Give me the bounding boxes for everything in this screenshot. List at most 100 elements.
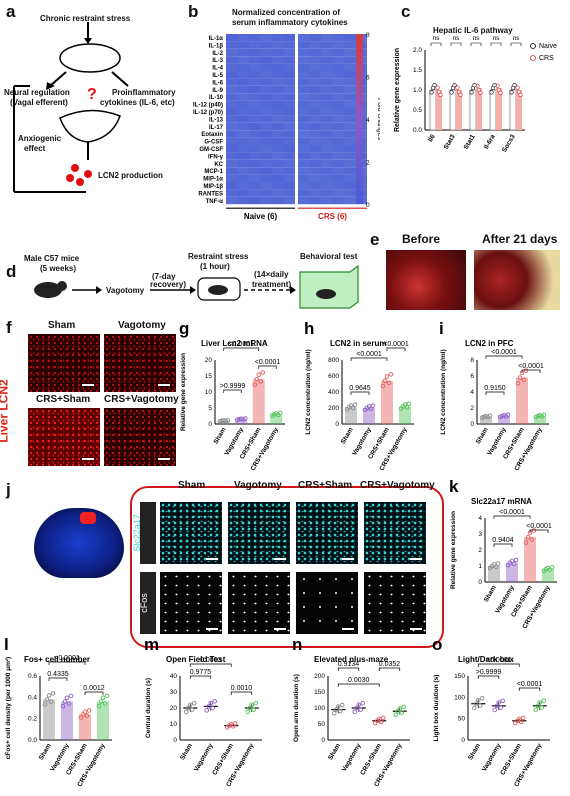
heatmap-row-label: IL-5 (212, 73, 223, 79)
ns-bracket (470, 42, 482, 46)
heatmap-cell (298, 174, 310, 182)
x-tick: Vagotomy (193, 742, 215, 773)
chart-title: Liver Lcn2 mRNA (201, 339, 268, 348)
heatmap-cell (226, 85, 238, 94)
data-point (98, 699, 104, 704)
heatmap-cell (249, 152, 261, 160)
heatmap-row-label: IL-10 (209, 95, 224, 101)
heatmap-cell (283, 122, 295, 131)
heatmap-cell (298, 196, 310, 205)
bar (498, 416, 510, 424)
point-crs (455, 85, 460, 90)
data-point (232, 721, 238, 726)
question-mark: ? (87, 86, 97, 103)
data-point (384, 374, 390, 379)
bar-crs (476, 88, 482, 130)
data-point (380, 383, 386, 389)
data-point (245, 709, 250, 715)
data-point (378, 719, 384, 725)
x-tick: Sham (179, 742, 194, 761)
panel-letter: n (292, 636, 302, 654)
data-point (376, 716, 382, 722)
recovery-2: recovery) (150, 280, 187, 289)
p-value-3-bracket (84, 691, 104, 695)
y-label: Central duration (s) (145, 678, 152, 738)
p-value-2-bracket (386, 347, 406, 351)
liver-shape (59, 109, 121, 143)
point-crs (458, 92, 463, 97)
data-point (537, 700, 542, 705)
heatmap-cell (260, 34, 272, 42)
heatmap-cell (272, 93, 284, 101)
heatmap-row-label: Eotaxin (201, 132, 223, 138)
heatmap-cell (272, 100, 284, 108)
data-point (523, 540, 529, 545)
chart-liver-lcn2: g Liver Lcn2 mRNA 0 5 10 15 20 Relative gene ex… (179, 320, 285, 472)
heatmap-cell (344, 63, 356, 71)
heatmap-cell (321, 41, 333, 49)
y-tick: 0 (461, 737, 465, 744)
chart-title: Fos+ cell number (24, 655, 90, 664)
naive-group-label: Naive (6) (244, 212, 278, 221)
y-tick: 0.5 (413, 107, 422, 114)
neural-label: Neural regulation (4, 88, 70, 97)
bar-crs (436, 90, 442, 130)
heatmap-cell (344, 152, 356, 160)
data-point (208, 700, 213, 706)
data-point (541, 698, 546, 703)
heatmap-cell (332, 63, 344, 71)
data-point (399, 710, 404, 715)
heatmap-cell (309, 174, 321, 182)
color-scale-bar (356, 34, 363, 204)
heatmap-cell (332, 159, 344, 168)
p-value-1-bracket (223, 347, 260, 351)
heatmap-cell (226, 34, 238, 42)
data-point (212, 699, 217, 704)
data-point (533, 707, 538, 713)
chart-fos-cells: l Fos+ cell number 0.0 0.2 0.4 0.6 cFos+ cell … (4, 636, 112, 788)
heatmap-cell (260, 182, 272, 190)
data-point (401, 704, 406, 710)
ns-bracket (510, 42, 522, 46)
heatmap-cell (321, 196, 333, 205)
heatmap-title-2: serum inflammatory cytokines (232, 18, 348, 27)
data-point (68, 693, 74, 699)
panel-a: a Chronic restraint stress Neural regula… (0, 0, 180, 200)
heatmap-cell (298, 115, 310, 123)
heatmap-cell (283, 145, 295, 153)
heatmap-cell (237, 115, 249, 123)
heatmap-cell (298, 145, 310, 153)
heatmap-cell (321, 137, 333, 145)
y-tick: 0 (321, 737, 325, 744)
heatmap-cell (237, 85, 249, 94)
data-point (370, 403, 376, 408)
y-tick: 0.4 (28, 694, 37, 701)
heatmap-cell (309, 93, 321, 101)
bar (97, 701, 109, 740)
cytokines-label: cytokines (IL-6, etc) (100, 98, 175, 107)
data-point (541, 412, 547, 418)
heatmap-cell (226, 130, 238, 138)
data-point (520, 715, 526, 721)
x-tick: Sham (38, 742, 53, 761)
p-value-3: >0.9999 (220, 383, 246, 390)
heatmap-cell (260, 137, 272, 145)
heatmap-cell (332, 145, 344, 153)
heatmap-cell (298, 63, 310, 71)
p-value-2-bracket (521, 369, 541, 373)
data-point (516, 716, 522, 722)
data-point (338, 708, 343, 714)
chart-title: Hepatic IL-6 pathway (433, 26, 513, 35)
p-value-3: 0.9645 (349, 385, 371, 392)
heatmap-cell (272, 152, 284, 160)
heatmap-cell (298, 71, 310, 79)
heatmap-cell (260, 122, 272, 131)
heatmap-cell (298, 122, 310, 131)
heatmap-cell (260, 159, 272, 168)
y-tick: 10 (170, 721, 178, 728)
heatmap-cell (298, 48, 310, 57)
panel-c: c Hepatic IL-6 pathway 0.0 0.5 1.0 1.5 2.0 Re… (385, 0, 570, 200)
heatmap-cell (237, 41, 249, 49)
data-point (515, 380, 521, 386)
point-naive (469, 90, 474, 95)
